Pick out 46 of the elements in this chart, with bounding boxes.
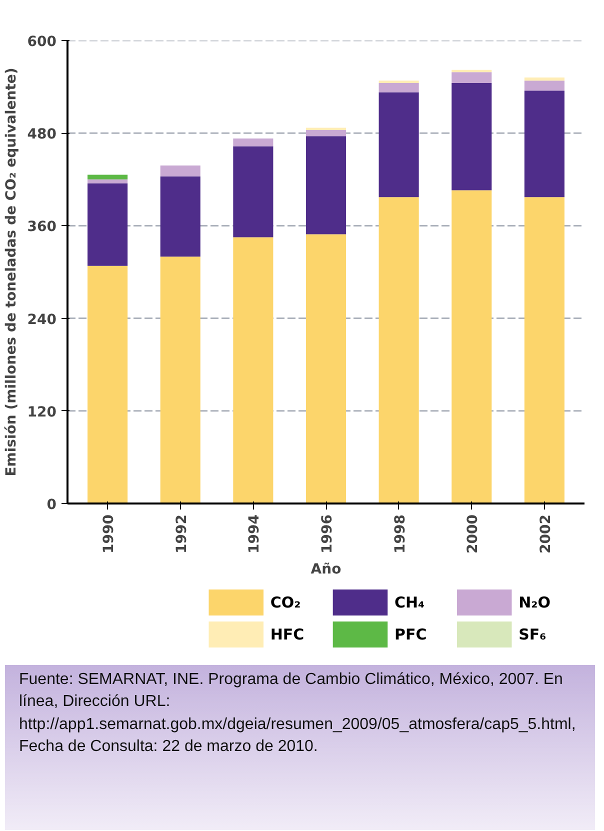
bar — [452, 72, 492, 83]
bar — [452, 82, 492, 190]
bar — [306, 128, 346, 130]
bar — [306, 136, 346, 234]
x-tick-label: 1992 — [174, 514, 190, 554]
legend-label: PFC — [394, 626, 427, 644]
x-tick-label: 1994 — [246, 514, 263, 554]
bar — [378, 82, 419, 92]
bar — [233, 146, 274, 238]
y-tick-label: 0 — [46, 497, 57, 513]
legend-label: SF₆ — [518, 626, 546, 644]
x-tick-label: 2002 — [538, 514, 554, 554]
bar — [233, 237, 274, 504]
bar — [306, 234, 346, 504]
bar — [524, 80, 564, 91]
y-tick-label: 120 — [27, 404, 57, 420]
y-axis-title: Emisión (millones de toneladas de CO₂ equivalente) — [3, 68, 20, 476]
y-tick-label: 480 — [27, 126, 57, 143]
bar — [160, 256, 200, 504]
legend-label: HFC — [270, 626, 304, 644]
bar — [378, 197, 419, 504]
legend-label: N₂O — [518, 594, 550, 612]
bar — [524, 90, 564, 198]
x-tick-label: 1990 — [101, 514, 118, 554]
y-tick-label: 600 — [27, 34, 57, 50]
bar — [378, 92, 419, 198]
x-tick-label: 2000 — [465, 514, 482, 554]
bar — [160, 166, 200, 176]
bar — [452, 190, 492, 504]
bar — [524, 78, 564, 81]
bar — [88, 183, 128, 266]
y-tick-label: 240 — [27, 312, 57, 328]
bar — [88, 266, 128, 504]
bar — [88, 174, 128, 180]
bar — [524, 197, 564, 504]
bar — [306, 130, 346, 136]
bar — [233, 138, 274, 146]
legend-label: CH₄ — [394, 594, 425, 612]
legend-label: CO₂ — [270, 594, 301, 612]
bar — [160, 176, 200, 257]
source-note: Fuente: SEMARNAT, INE. Programa de Cambio Climático, México, 2007. En línea, Dirección URL: http://app1.semarnat.gob.mx/dgeia/resumen_2009/05_atmosfera/cap5_5.html, Fecha de Consulta: 22 de marzo de 2010. — [19, 670, 577, 758]
x-tick-label: 1996 — [320, 514, 336, 554]
y-tick-label: 360 — [27, 219, 57, 236]
x-axis-title: Año — [310, 561, 342, 578]
bar — [88, 179, 128, 184]
x-tick-label: 1998 — [392, 514, 408, 554]
